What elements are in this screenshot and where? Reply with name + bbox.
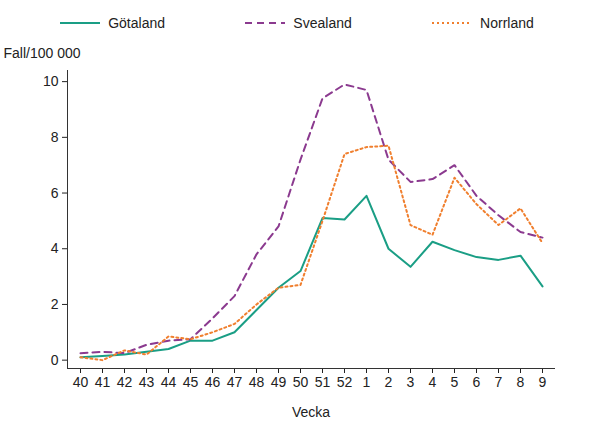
svg-text:4: 4 [429,374,437,390]
svg-text:1: 1 [363,374,371,390]
svg-text:42: 42 [117,374,133,390]
svg-text:7: 7 [495,374,503,390]
html-text:Norrland: Norrland [480,14,534,31]
svg-text:47: 47 [227,374,243,390]
svg-text:0: 0 [51,352,59,368]
html-text:Götaland: Götaland [108,14,165,31]
svg-text:40: 40 [73,374,89,390]
svg-text:45: 45 [183,374,199,390]
svg-text:Fall/100 000: Fall/100 000 [4,45,81,61]
svg-text:6: 6 [473,374,481,390]
svg-text:5: 5 [451,374,459,390]
svg-text:2: 2 [385,374,393,390]
svg-text:41: 41 [95,374,111,390]
svg-text:4: 4 [51,240,59,256]
svg-text:48: 48 [249,374,265,390]
svg-text:50: 50 [293,374,309,390]
svg-text:Vecka: Vecka [292,404,330,420]
html-text:Svealand: Svealand [293,14,352,31]
svg-text:52: 52 [337,374,353,390]
svg-text:2: 2 [51,296,59,312]
svg-text:10: 10 [43,73,59,89]
svg-text:6: 6 [51,185,59,201]
svg-text:49: 49 [271,374,287,390]
svg-text:9: 9 [539,374,547,390]
svg-text:46: 46 [205,374,221,390]
svg-text:8: 8 [517,374,525,390]
svg-text:43: 43 [139,374,155,390]
svg-text:51: 51 [315,374,331,390]
svg-text:3: 3 [407,374,415,390]
svg-text:44: 44 [161,374,177,390]
svg-text:8: 8 [51,129,59,145]
